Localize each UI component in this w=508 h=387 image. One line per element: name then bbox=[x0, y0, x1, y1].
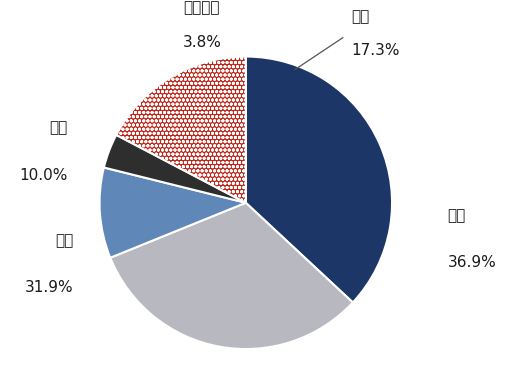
Text: 美的: 美的 bbox=[55, 233, 73, 248]
Text: 其他: 其他 bbox=[351, 9, 369, 24]
Text: 3.8%: 3.8% bbox=[182, 34, 221, 50]
Wedge shape bbox=[100, 168, 246, 258]
Text: 31.9%: 31.9% bbox=[24, 280, 73, 295]
Text: 36.9%: 36.9% bbox=[448, 255, 496, 271]
Wedge shape bbox=[116, 57, 246, 203]
Text: 海尔: 海尔 bbox=[49, 120, 68, 135]
Wedge shape bbox=[246, 57, 392, 303]
Text: 海信科龙: 海信科龙 bbox=[184, 0, 220, 15]
Wedge shape bbox=[104, 135, 246, 203]
Text: 17.3%: 17.3% bbox=[351, 43, 400, 58]
Text: 10.0%: 10.0% bbox=[19, 168, 68, 183]
Wedge shape bbox=[110, 203, 353, 349]
Text: 格力: 格力 bbox=[448, 208, 466, 223]
